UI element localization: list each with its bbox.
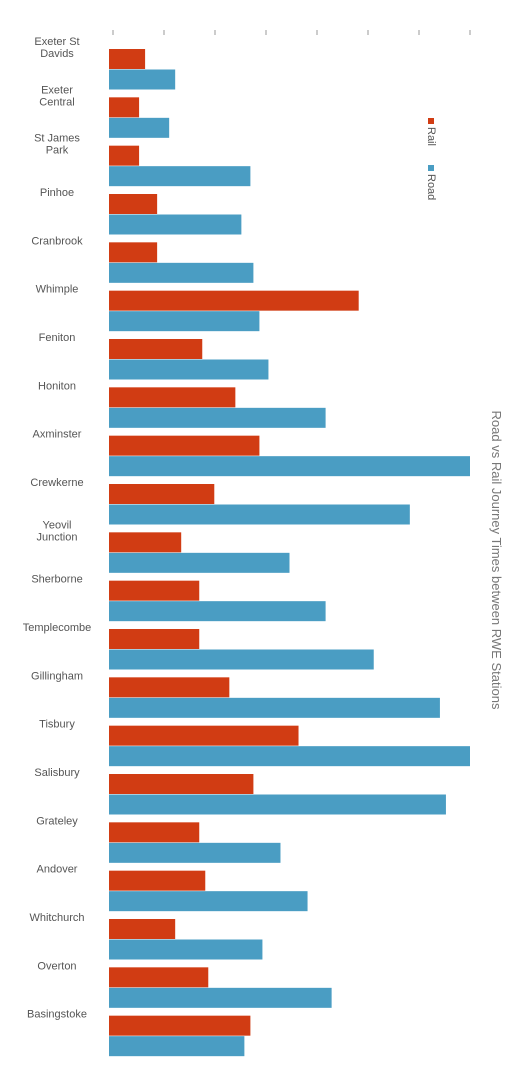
- bar-rail: [109, 484, 215, 504]
- category-label: Crewkerne: [30, 477, 83, 489]
- chart-title: Road vs Rail Journey Times between RWE S…: [489, 411, 504, 710]
- legend-swatch-road: [428, 165, 434, 171]
- bar-rail: [109, 242, 158, 263]
- category-label: Andover: [37, 864, 78, 876]
- bar-rail: [109, 339, 203, 359]
- category-label: Overton: [37, 960, 76, 972]
- category-label: Exeter St Davids: [34, 36, 79, 60]
- bar-rail: [109, 725, 299, 746]
- bar-road: [109, 311, 260, 332]
- bar-road: [109, 697, 440, 718]
- category-labels: Exeter St Davids Exeter Central St James Park…: [23, 36, 91, 1021]
- category-label: Cranbrook: [31, 235, 83, 247]
- bar-road: [109, 939, 263, 960]
- bar-rail: [109, 1015, 251, 1036]
- bar-road: [109, 601, 326, 622]
- bar-rail: [109, 967, 209, 988]
- category-label: Axminster: [33, 429, 82, 441]
- bar-road: [109, 1036, 245, 1057]
- bar-road: [109, 842, 281, 863]
- legend-label-road: Road: [425, 174, 437, 200]
- category-label: Whimple: [36, 284, 79, 296]
- legend-swatch-rail: [428, 118, 434, 124]
- x-axis-ticks: [112, 30, 471, 35]
- bar-road: [109, 746, 470, 767]
- legend-label-rail: Rail: [425, 127, 437, 146]
- bar-road: [109, 117, 170, 138]
- bars: [109, 49, 470, 1057]
- bar-rail: [109, 822, 200, 843]
- bar-road: [109, 794, 446, 815]
- category-label: Honiton: [38, 380, 76, 392]
- bar-road: [109, 456, 470, 477]
- bar-road: [109, 552, 290, 573]
- bar-road: [109, 69, 176, 90]
- bar-rail: [109, 435, 260, 456]
- category-label: Tisbury: [39, 719, 75, 731]
- bar-rail: [109, 145, 140, 166]
- bar-rail: [109, 387, 236, 408]
- bar-road: [109, 649, 374, 670]
- bar-rail: [109, 49, 146, 69]
- legend: Rail Road: [425, 118, 437, 200]
- bar-rail: [109, 290, 359, 311]
- category-label: Gillingham: [31, 670, 83, 682]
- bar-road: [109, 359, 269, 380]
- bar-rail: [109, 97, 140, 118]
- bar-road: [109, 504, 410, 525]
- bar-road: [109, 987, 332, 1008]
- category-label: Pinhoe: [40, 187, 74, 199]
- bar-road: [109, 214, 242, 235]
- category-label: Yeovil Junction: [37, 519, 78, 543]
- category-label: Whitchurch: [29, 912, 84, 924]
- bar-rail: [109, 677, 230, 698]
- bar-road: [109, 262, 254, 283]
- bar-rail: [109, 919, 176, 939]
- bar-rail: [109, 532, 182, 553]
- bar-rail: [109, 194, 158, 214]
- category-label: Salisbury: [34, 767, 80, 779]
- bar-rail: [109, 870, 206, 891]
- bar-rail: [109, 774, 254, 794]
- category-label: Exeter Central: [39, 84, 74, 108]
- category-label: Feniton: [39, 332, 76, 344]
- bar-rail: [109, 580, 200, 601]
- bar-rail: [109, 629, 200, 649]
- category-label: Grateley: [36, 815, 78, 827]
- bar-road: [109, 891, 308, 912]
- category-label: Basingstoke: [27, 1009, 87, 1021]
- category-label: St James Park: [34, 133, 80, 157]
- bar-road: [109, 407, 326, 428]
- category-label: Sherborne: [31, 574, 82, 586]
- category-label: Templecombe: [23, 622, 91, 634]
- bar-road: [109, 166, 251, 187]
- legend-group: Rail Road: [425, 118, 437, 200]
